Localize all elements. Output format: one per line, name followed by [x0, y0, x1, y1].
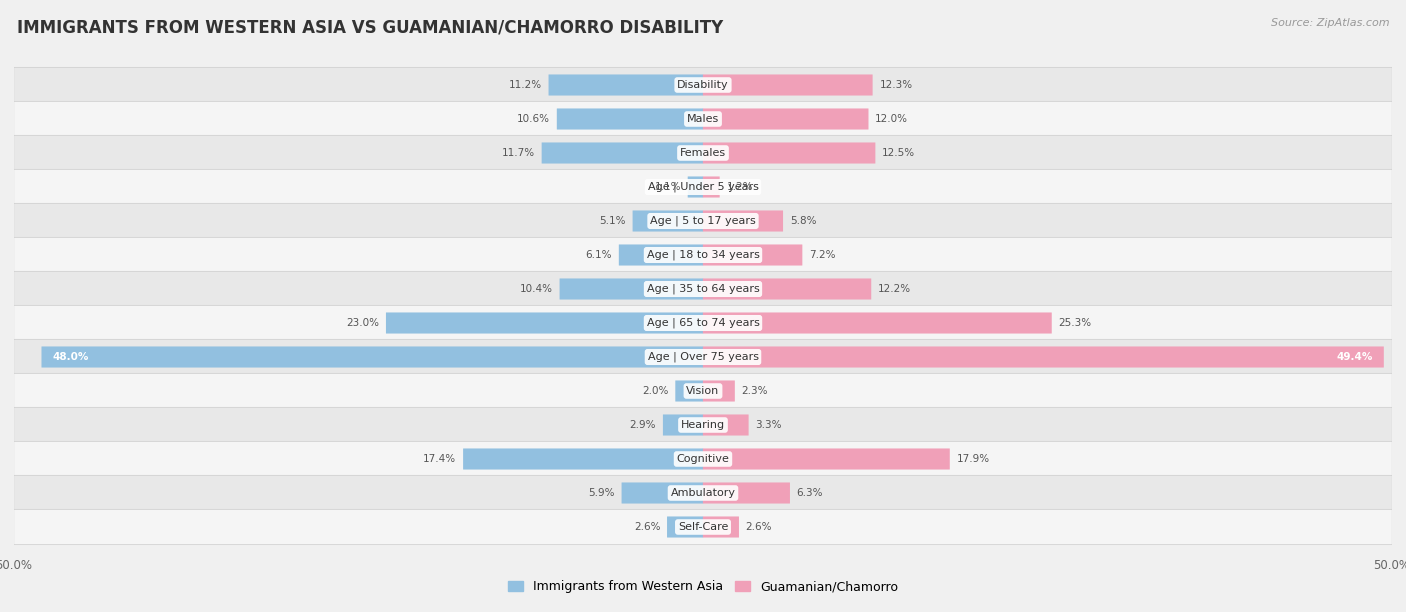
FancyBboxPatch shape [14, 441, 1392, 477]
FancyBboxPatch shape [703, 143, 876, 163]
Text: 5.9%: 5.9% [588, 488, 614, 498]
FancyBboxPatch shape [14, 102, 1392, 136]
Text: 1.1%: 1.1% [654, 182, 681, 192]
FancyBboxPatch shape [703, 346, 1384, 368]
FancyBboxPatch shape [703, 211, 783, 231]
FancyBboxPatch shape [703, 482, 790, 504]
Text: Age | 18 to 34 years: Age | 18 to 34 years [647, 250, 759, 260]
Text: Age | 5 to 17 years: Age | 5 to 17 years [650, 216, 756, 226]
FancyBboxPatch shape [557, 108, 703, 130]
Text: Source: ZipAtlas.com: Source: ZipAtlas.com [1271, 18, 1389, 28]
FancyBboxPatch shape [662, 414, 703, 436]
FancyBboxPatch shape [14, 67, 1392, 103]
FancyBboxPatch shape [14, 373, 1392, 409]
FancyBboxPatch shape [14, 476, 1392, 510]
FancyBboxPatch shape [621, 482, 703, 504]
Text: IMMIGRANTS FROM WESTERN ASIA VS GUAMANIAN/CHAMORRO DISABILITY: IMMIGRANTS FROM WESTERN ASIA VS GUAMANIA… [17, 18, 723, 36]
Text: 23.0%: 23.0% [346, 318, 380, 328]
Text: 11.2%: 11.2% [509, 80, 541, 90]
FancyBboxPatch shape [703, 381, 735, 401]
FancyBboxPatch shape [387, 313, 703, 334]
FancyBboxPatch shape [703, 108, 869, 130]
FancyBboxPatch shape [14, 135, 1392, 171]
Text: 7.2%: 7.2% [808, 250, 835, 260]
Text: 17.9%: 17.9% [956, 454, 990, 464]
FancyBboxPatch shape [666, 517, 703, 537]
Text: Females: Females [681, 148, 725, 158]
Text: Cognitive: Cognitive [676, 454, 730, 464]
FancyBboxPatch shape [14, 305, 1392, 341]
Text: Age | Under 5 years: Age | Under 5 years [648, 182, 758, 192]
Text: 2.3%: 2.3% [741, 386, 768, 396]
Text: 11.7%: 11.7% [502, 148, 534, 158]
FancyBboxPatch shape [14, 408, 1392, 442]
Text: Self-Care: Self-Care [678, 522, 728, 532]
Text: Age | 65 to 74 years: Age | 65 to 74 years [647, 318, 759, 328]
FancyBboxPatch shape [541, 143, 703, 163]
FancyBboxPatch shape [14, 339, 1392, 375]
Text: 25.3%: 25.3% [1059, 318, 1091, 328]
Text: Males: Males [688, 114, 718, 124]
Text: Age | Over 75 years: Age | Over 75 years [648, 352, 758, 362]
Text: Vision: Vision [686, 386, 720, 396]
FancyBboxPatch shape [703, 244, 803, 266]
Legend: Immigrants from Western Asia, Guamanian/Chamorro: Immigrants from Western Asia, Guamanian/… [503, 575, 903, 599]
FancyBboxPatch shape [548, 75, 703, 95]
FancyBboxPatch shape [703, 414, 748, 436]
FancyBboxPatch shape [14, 237, 1392, 273]
Text: 12.3%: 12.3% [879, 80, 912, 90]
Text: 49.4%: 49.4% [1336, 352, 1372, 362]
FancyBboxPatch shape [14, 170, 1392, 204]
FancyBboxPatch shape [463, 449, 703, 469]
FancyBboxPatch shape [703, 176, 720, 198]
Text: Hearing: Hearing [681, 420, 725, 430]
Text: 10.4%: 10.4% [520, 284, 553, 294]
Text: 48.0%: 48.0% [52, 352, 89, 362]
FancyBboxPatch shape [14, 203, 1392, 239]
FancyBboxPatch shape [14, 509, 1392, 545]
Text: 1.2%: 1.2% [727, 182, 754, 192]
FancyBboxPatch shape [42, 346, 703, 368]
Text: 12.0%: 12.0% [875, 114, 908, 124]
Text: 12.5%: 12.5% [882, 148, 915, 158]
FancyBboxPatch shape [619, 244, 703, 266]
FancyBboxPatch shape [675, 381, 703, 401]
FancyBboxPatch shape [688, 176, 703, 198]
Text: 2.6%: 2.6% [634, 522, 661, 532]
Text: 2.0%: 2.0% [643, 386, 669, 396]
Text: Disability: Disability [678, 80, 728, 90]
FancyBboxPatch shape [703, 313, 1052, 334]
Text: Ambulatory: Ambulatory [671, 488, 735, 498]
FancyBboxPatch shape [703, 449, 950, 469]
Text: 5.1%: 5.1% [599, 216, 626, 226]
Text: 3.3%: 3.3% [755, 420, 782, 430]
Text: 2.9%: 2.9% [630, 420, 657, 430]
Text: 10.6%: 10.6% [517, 114, 550, 124]
FancyBboxPatch shape [703, 75, 873, 95]
Text: Age | 35 to 64 years: Age | 35 to 64 years [647, 284, 759, 294]
FancyBboxPatch shape [560, 278, 703, 299]
FancyBboxPatch shape [633, 211, 703, 231]
FancyBboxPatch shape [703, 278, 872, 299]
FancyBboxPatch shape [703, 517, 740, 537]
Text: 5.8%: 5.8% [790, 216, 817, 226]
Text: 6.1%: 6.1% [585, 250, 612, 260]
Text: 17.4%: 17.4% [423, 454, 457, 464]
Text: 2.6%: 2.6% [745, 522, 772, 532]
Text: 6.3%: 6.3% [797, 488, 823, 498]
FancyBboxPatch shape [14, 271, 1392, 307]
Text: 12.2%: 12.2% [877, 284, 911, 294]
